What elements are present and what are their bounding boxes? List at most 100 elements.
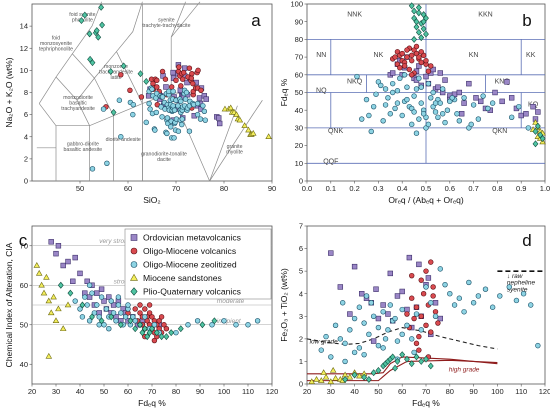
field-label: NQ [316, 88, 327, 95]
data-point [425, 121, 432, 128]
data-point [320, 369, 327, 375]
series-miocene-sandstones [308, 366, 368, 384]
x-tick-label: 30 [52, 387, 60, 396]
series-oligo-miocene-zeolitized [318, 266, 541, 365]
data-point [137, 70, 144, 78]
data-point [197, 116, 204, 122]
data-point [164, 115, 171, 121]
panel-a: 50 60 70 80 90 0 2 4 6 8 10 12 14 SiO₂ Na₂O + K₂O (wt%… [4, 1, 276, 205]
data-point [535, 342, 541, 349]
x-axis-label: Fdₑq % [412, 398, 440, 408]
y-tick-label: 50 [20, 320, 28, 329]
data-point [318, 377, 325, 383]
x-tick-label: 0.2 [349, 184, 359, 193]
data-point [233, 322, 239, 328]
legend-box [124, 228, 272, 300]
data-point [186, 65, 193, 71]
data-point [404, 54, 410, 60]
tas-boundary-line [116, 51, 143, 104]
data-point [168, 84, 175, 90]
x-tick-label: 80 [220, 184, 228, 193]
data-point [108, 298, 114, 304]
series-miocene-sandstones [33, 262, 72, 359]
data-point [404, 311, 410, 317]
data-point [209, 322, 215, 328]
data-point [150, 80, 156, 87]
field-label: QQF [323, 158, 338, 165]
data-point [413, 43, 420, 50]
data-point [245, 126, 252, 133]
data-point [67, 289, 74, 297]
field-label: KKN [478, 11, 492, 18]
data-point [404, 355, 410, 363]
data-point [33, 262, 41, 268]
y-tick-label: 40 [295, 106, 303, 115]
data-point [411, 35, 418, 43]
data-point [120, 62, 127, 70]
data-point [473, 95, 479, 101]
y-tick-label: 4 [24, 132, 28, 141]
data-point [181, 65, 188, 71]
data-point [415, 9, 422, 17]
data-point [470, 300, 477, 306]
data-point [411, 93, 417, 99]
data-point [137, 302, 143, 308]
y-tick-label: 70 [20, 241, 28, 250]
data-point [528, 302, 534, 308]
data-point [96, 314, 102, 320]
data-point [428, 329, 434, 335]
data-point [466, 80, 472, 87]
data-point [415, 28, 422, 36]
data-point [399, 112, 405, 119]
data-point [439, 86, 446, 92]
data-point [45, 297, 53, 304]
y-tick-label: 20 [295, 141, 303, 150]
y-axis-label: Fdₑq % [279, 78, 289, 106]
data-point [489, 304, 496, 310]
x-tick-label: 70 [148, 387, 156, 396]
data-point [475, 293, 482, 299]
data-point [468, 121, 474, 128]
data-point [164, 130, 170, 137]
data-point [127, 87, 133, 93]
data-point [435, 320, 441, 326]
data-point [233, 111, 240, 117]
data-point [485, 105, 491, 112]
data-point [425, 68, 432, 74]
data-point [518, 112, 524, 119]
y-tick-label: 0 [299, 380, 303, 389]
data-point [394, 100, 401, 106]
data-point [404, 96, 410, 103]
data-point [380, 118, 386, 124]
data-point [177, 325, 184, 333]
data-point [236, 116, 244, 123]
series-oligo-miocene-volcanics [389, 43, 434, 78]
data-point [81, 11, 88, 19]
data-point [532, 140, 539, 148]
data-point [132, 325, 139, 333]
y-tick-label: 14 [20, 22, 28, 31]
data-point [397, 75, 403, 82]
data-point [392, 315, 398, 322]
tas-boundary-line [209, 105, 238, 182]
data-point [158, 333, 165, 341]
x-tick-label: 1.0 [540, 184, 550, 193]
x-tick-label: 0.6 [445, 184, 455, 193]
tas-boundary-line [55, 76, 78, 101]
data-point [351, 371, 358, 379]
panel-letter-b: b [522, 11, 531, 30]
data-point [308, 378, 316, 384]
data-point [351, 263, 358, 270]
data-point [406, 254, 413, 261]
series-oligo-miocene-volcanics [103, 64, 204, 111]
data-point [141, 325, 148, 333]
x-tick-label: 70 [172, 184, 180, 193]
data-point [382, 86, 389, 92]
data-point [437, 266, 443, 272]
data-point [534, 122, 541, 130]
data-point [399, 306, 405, 313]
data-point [530, 103, 536, 110]
data-point [466, 279, 472, 286]
data-point [366, 112, 372, 119]
data-point [241, 122, 248, 128]
